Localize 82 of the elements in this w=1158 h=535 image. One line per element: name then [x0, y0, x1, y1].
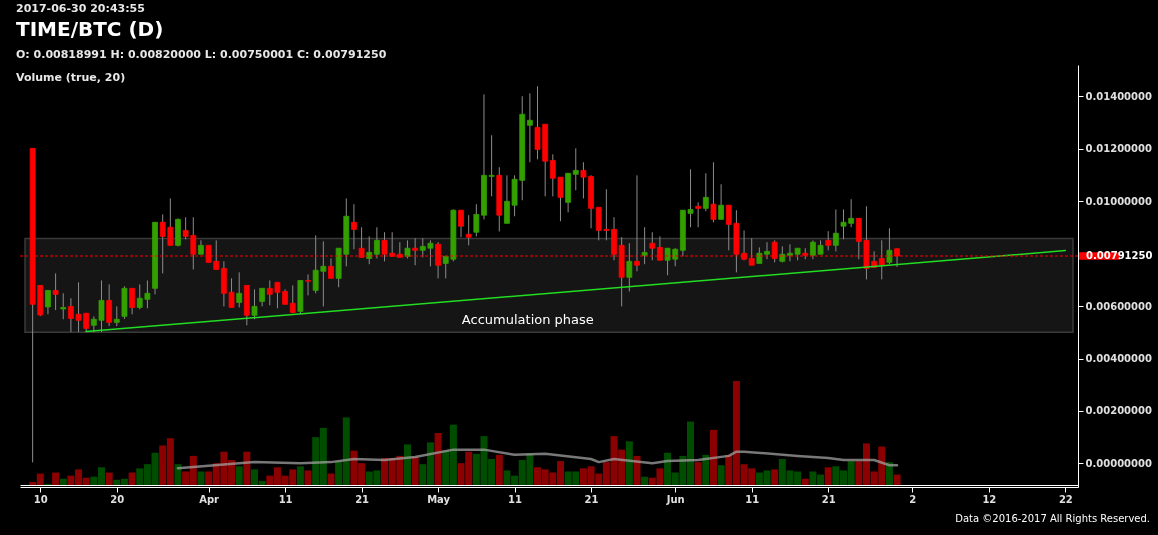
x-tick-label: May	[427, 493, 451, 505]
candlestick	[641, 226, 648, 265]
candlestick	[473, 203, 480, 237]
candlestick	[45, 289, 51, 315]
bar	[824, 467, 832, 485]
bar	[327, 473, 335, 485]
chart-subtitle: 2017-06-30 20:43:55	[16, 2, 145, 15]
y-tick-label: 0.00400000	[1085, 353, 1152, 365]
bar	[235, 466, 243, 485]
candlestick	[351, 203, 357, 250]
y-tick-label: 0.00600000	[1085, 300, 1152, 312]
chart-title: Volume (true, 20)	[16, 71, 126, 84]
bar	[641, 476, 649, 485]
bar	[885, 462, 893, 485]
candlestick	[825, 230, 832, 251]
bar	[801, 478, 809, 485]
candlestick	[305, 273, 311, 296]
candlestick	[832, 208, 839, 252]
bar	[197, 471, 205, 485]
x-tick-label: 11	[508, 493, 523, 505]
candlestick	[52, 272, 59, 311]
bar	[893, 474, 901, 485]
bar	[59, 478, 67, 485]
x-tick-label: 10	[33, 493, 48, 505]
bar	[625, 441, 633, 485]
bar	[717, 465, 725, 485]
x-tick-label: Apr	[199, 493, 220, 505]
bar	[694, 462, 702, 485]
bar	[296, 466, 304, 485]
bar	[495, 454, 503, 485]
y-tick-label: 0.01200000	[1085, 143, 1152, 155]
candlestick	[113, 305, 120, 327]
candlestick	[236, 271, 243, 308]
x-tick-label: 21	[584, 493, 599, 505]
candlestick	[129, 287, 135, 315]
bar	[434, 433, 442, 485]
bar	[709, 429, 717, 485]
bar	[633, 455, 641, 485]
bar	[105, 472, 113, 485]
bar	[52, 472, 60, 485]
bar	[243, 451, 251, 485]
x-tick-label: 21	[821, 493, 836, 505]
candlestick	[60, 292, 67, 320]
candlestick	[259, 287, 266, 307]
candlestick	[289, 284, 296, 314]
x-tick-label: 11	[278, 493, 293, 505]
bar	[174, 464, 182, 485]
text: O: 0.00818991 H: 0.00820000 L: 0.00750001 C: 0.00791250	[16, 48, 387, 61]
text: Data ©2016-2017 All Rights Reserved.	[955, 513, 1150, 524]
x-tick-label: 21	[355, 493, 370, 505]
candlestick	[526, 92, 533, 163]
candlestick	[702, 172, 709, 212]
bar	[771, 469, 779, 485]
y-tick-label: 0.00000000	[1085, 457, 1152, 469]
candlestick	[373, 226, 380, 259]
candlestick	[251, 288, 258, 320]
band-label: Accumulation phase	[461, 312, 594, 328]
x-tick-label: Jun	[665, 493, 685, 505]
candlestick	[106, 283, 113, 327]
bar	[128, 472, 136, 485]
candlestick	[695, 201, 702, 228]
candlestick	[710, 161, 717, 223]
candlestick	[572, 147, 579, 191]
bar	[702, 454, 710, 485]
bar	[304, 470, 312, 485]
x-tick-label: 22	[1058, 493, 1073, 505]
candlestick	[718, 183, 725, 220]
candlestick	[404, 239, 411, 259]
candlestick	[886, 227, 893, 265]
x-tick-label: 11	[745, 493, 760, 505]
y-tick-label: 0.01400000	[1085, 90, 1152, 102]
candlestick	[626, 242, 633, 292]
bar	[411, 456, 419, 485]
chart-title: TIME/BTC (D)	[16, 17, 164, 41]
x-tick-label: 2	[909, 493, 917, 505]
candlestick	[465, 214, 472, 246]
candlestick	[458, 209, 464, 238]
bar	[403, 444, 411, 485]
x-tick-label: 12	[982, 493, 997, 505]
x-tick-label: 20	[110, 493, 125, 505]
y-tick-label: 0.00200000	[1085, 405, 1152, 417]
y-tick-label: 0.01000000	[1085, 195, 1152, 207]
